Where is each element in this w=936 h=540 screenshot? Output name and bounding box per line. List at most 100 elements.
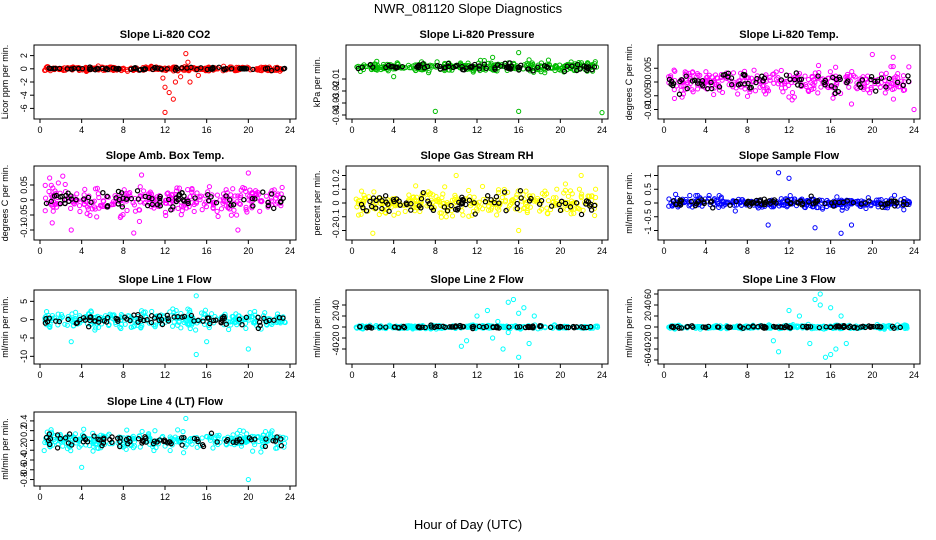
data-point	[592, 61, 598, 67]
x-tick-label: 8	[121, 370, 126, 380]
data-point	[833, 64, 839, 70]
data-point	[413, 183, 419, 189]
data-point	[567, 188, 574, 194]
y-axis-label: kPa per min.	[312, 57, 322, 108]
data-point-black	[170, 204, 176, 210]
x-tick-label: 24	[285, 492, 295, 502]
data-point-black	[117, 443, 123, 450]
data-point-black	[472, 211, 478, 217]
data-point	[687, 192, 693, 199]
data-point	[90, 441, 96, 447]
data-point-black	[850, 199, 857, 206]
data-point	[92, 186, 99, 192]
x-tick-label: 8	[745, 370, 750, 380]
data-point	[140, 309, 147, 316]
data-point	[100, 198, 106, 204]
data-point-black	[796, 77, 803, 83]
data-point	[49, 220, 55, 226]
data-point	[437, 210, 443, 216]
data-point	[252, 188, 259, 194]
data-point	[771, 80, 777, 86]
data-point-black	[699, 81, 705, 87]
data-point	[174, 185, 180, 191]
panel-title: Slope Amb. Box Temp.	[106, 150, 225, 162]
data-point	[442, 184, 448, 190]
data-point	[68, 205, 74, 211]
data-point	[262, 310, 268, 316]
data-point	[883, 70, 889, 77]
data-point-black	[213, 317, 219, 323]
data-point	[501, 186, 507, 193]
data-point	[752, 88, 759, 94]
data-point	[279, 184, 285, 191]
data-point	[248, 198, 254, 204]
data-point	[786, 175, 792, 181]
data-point-black	[373, 205, 379, 211]
data-point	[141, 188, 147, 194]
data-point	[243, 204, 249, 210]
data-point	[59, 314, 66, 320]
data-point	[243, 325, 249, 332]
data-point	[131, 230, 137, 236]
data-point	[235, 227, 241, 233]
x-tick-label: 4	[79, 370, 84, 380]
data-point-black	[808, 193, 814, 199]
data-point-black	[173, 195, 179, 201]
data-point-black	[200, 443, 207, 450]
data-point	[193, 200, 200, 206]
data-point-black	[364, 325, 370, 331]
data-point-black	[385, 62, 392, 69]
data-point-black	[481, 61, 487, 67]
data-point	[89, 206, 95, 212]
data-point	[361, 198, 367, 204]
panel-2: Slope Li-820 Pressure kPa per min. 0 4 8 12 16…	[312, 29, 609, 135]
data-point-black	[482, 199, 489, 205]
data-point	[744, 93, 751, 99]
y-tick-label: -0.04	[331, 105, 341, 126]
data-point	[245, 170, 251, 176]
data-point	[408, 323, 414, 330]
data-point	[490, 54, 496, 61]
data-point	[572, 206, 578, 212]
x-tick-label: 4	[79, 246, 84, 256]
data-point-black	[729, 82, 735, 88]
data-point-black	[223, 193, 229, 199]
data-point	[69, 311, 75, 317]
data-point	[553, 195, 559, 201]
data-point-black	[805, 323, 812, 330]
data-point	[817, 323, 824, 330]
data-point-black	[891, 325, 897, 331]
data-point-black	[59, 193, 65, 200]
plot-frame	[33, 44, 297, 120]
y-axis-label: ml/min per min.	[624, 172, 634, 234]
data-point-black	[366, 324, 373, 330]
data-point	[570, 200, 576, 206]
data-point-black	[149, 201, 155, 208]
data-point-black	[249, 195, 256, 202]
data-point-black	[263, 436, 269, 442]
data-point	[204, 434, 210, 440]
data-point-black	[382, 193, 389, 199]
data-point	[890, 63, 896, 70]
data-point	[778, 67, 784, 74]
data-point	[694, 86, 701, 92]
data-point	[444, 199, 450, 206]
data-point-black	[725, 74, 731, 80]
data-point	[122, 321, 128, 327]
data-point-black	[194, 436, 200, 442]
data-point	[891, 75, 897, 81]
data-point	[784, 204, 790, 210]
y-tick-label: 0	[643, 200, 653, 205]
points	[666, 51, 917, 113]
data-point	[178, 74, 184, 80]
data-point-black	[166, 439, 172, 445]
data-point	[252, 308, 258, 315]
data-point	[496, 189, 502, 196]
data-point	[548, 65, 555, 71]
data-point	[193, 293, 199, 299]
x-tick-label: 0	[349, 246, 354, 256]
panel-title: Slope Line 1 Flow	[119, 274, 212, 286]
data-point	[121, 187, 127, 193]
data-point	[355, 212, 362, 218]
data-point-black	[377, 324, 383, 330]
